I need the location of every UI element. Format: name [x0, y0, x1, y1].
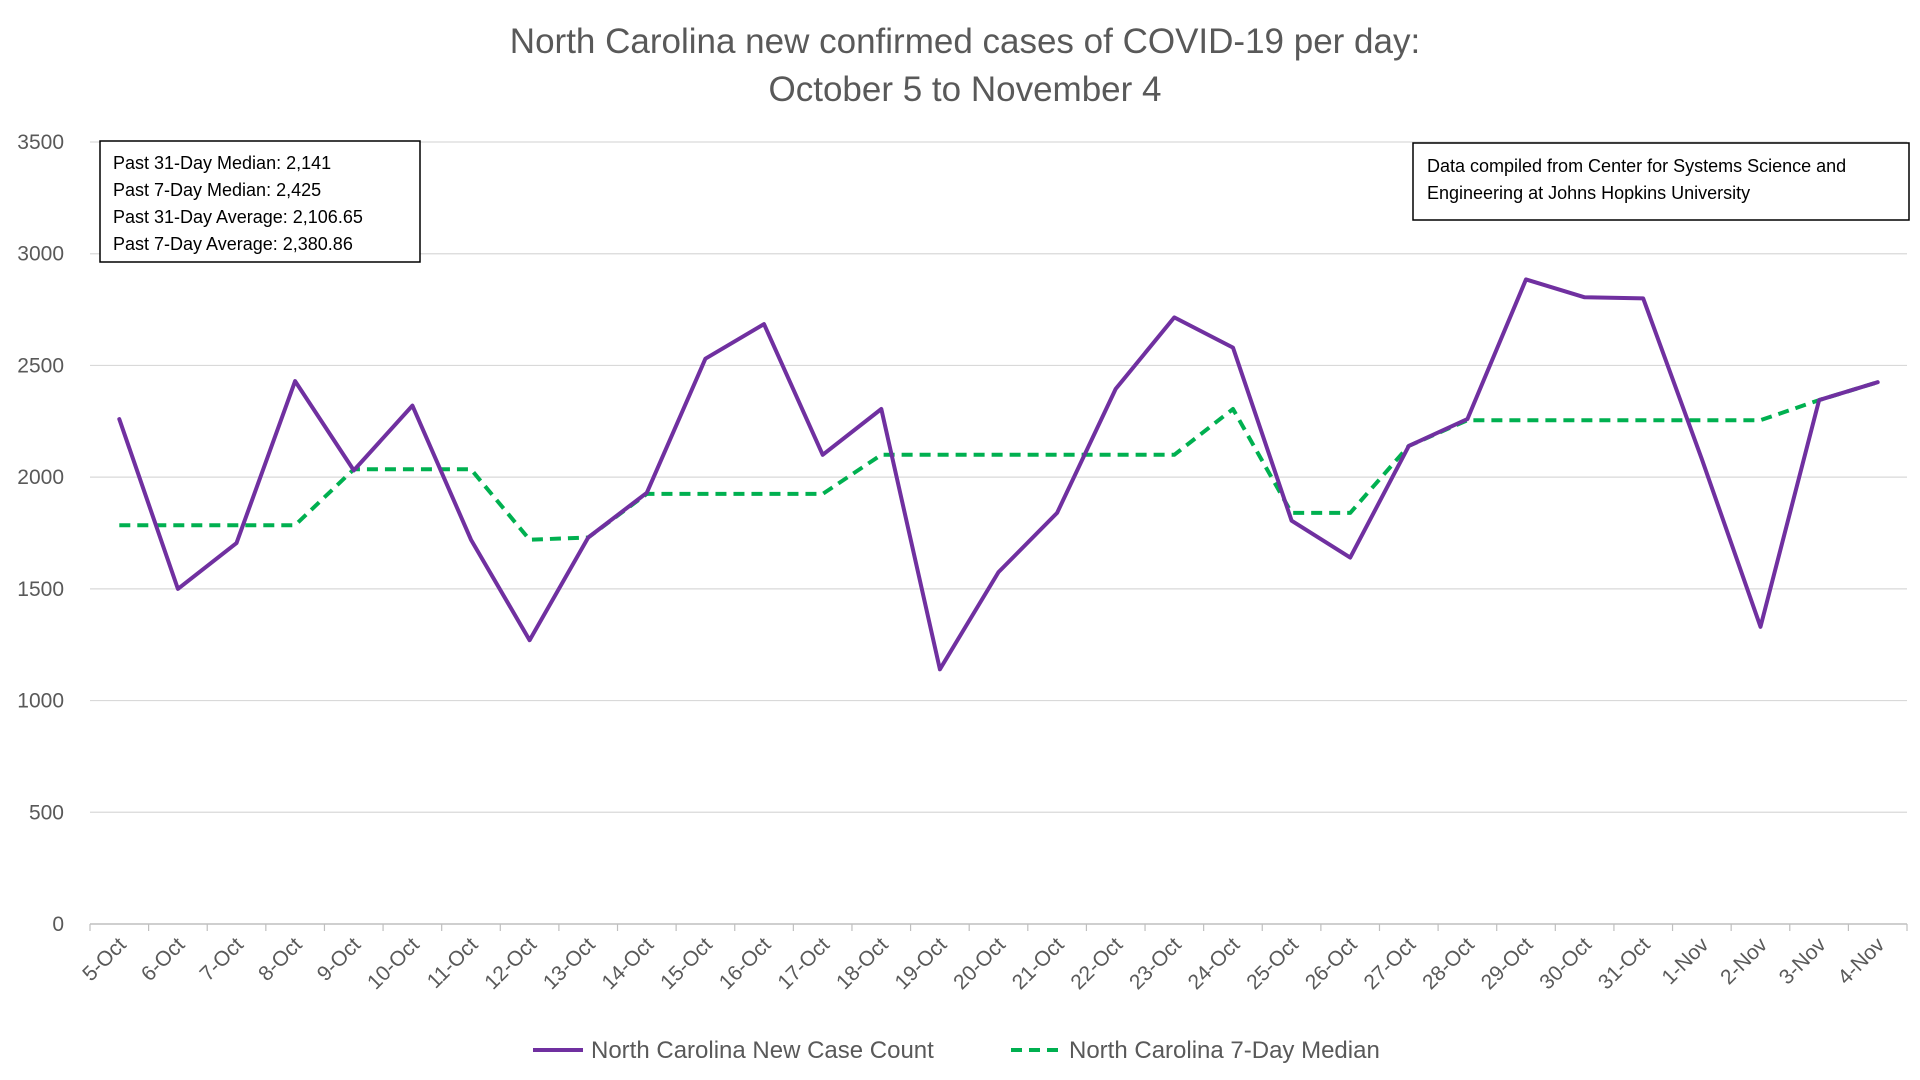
legend-label-7-day-median: North Carolina 7-Day Median: [1069, 1037, 1380, 1064]
series-lines: [117, 277, 1880, 672]
stats-box-line-4: Past 7-Day Average: 2,380.86: [113, 234, 353, 254]
stats-box-border: [99, 140, 421, 263]
chart-title: North Carolina new confirmed cases of CO…: [510, 22, 1420, 109]
y-tick-label-1500: 1500: [17, 578, 64, 601]
y-tick-label-0: 0: [52, 913, 64, 936]
stats-box-line-2: Past 7-Day Median: 2,425: [113, 180, 321, 200]
gridlines: [89, 141, 1908, 931]
y-tick-label-3500: 3500: [17, 131, 64, 154]
y-tick-label-2000: 2000: [17, 466, 64, 489]
source-box-line-2: Engineering at Johns Hopkins University: [1427, 183, 1750, 203]
source-box-border: [1412, 142, 1910, 221]
series-line-7-day-median: [119, 380, 1879, 542]
chart-title-line-2: October 5 to November 4: [769, 70, 1162, 109]
y-tick-label-3000: 3000: [17, 243, 64, 266]
stats-box-line-3: Past 31-Day Average: 2,106.65: [113, 207, 363, 227]
y-axis-tick-labels: 0 500 1000 1500 2000 2500 3000 3500: [17, 131, 64, 936]
source-annotation-box: Data compiled from Center for Systems Sc…: [1412, 142, 1910, 221]
source-box-line-1: Data compiled from Center for Systems Sc…: [1427, 156, 1846, 176]
y-tick-label-1000: 1000: [17, 690, 64, 713]
stats-annotation-box: Past 31-Day Median: 2,141 Past 7-Day Med…: [99, 140, 421, 263]
chart-title-line-1: North Carolina new confirmed cases of CO…: [510, 22, 1420, 61]
y-tick-label-500: 500: [29, 801, 64, 824]
series-line-new-case-count: [117, 277, 1880, 672]
stats-box-line-1: Past 31-Day Median: 2,141: [113, 153, 331, 173]
chart-legend: North Carolina New Case Count North Caro…: [533, 1037, 1380, 1064]
legend-item-new-case-count: North Carolina New Case Count: [533, 1037, 934, 1064]
y-tick-label-2500: 2500: [17, 354, 64, 377]
legend-item-7-day-median: North Carolina 7-Day Median: [1011, 1037, 1380, 1064]
legend-label-new-case-count: North Carolina New Case Count: [591, 1037, 934, 1064]
